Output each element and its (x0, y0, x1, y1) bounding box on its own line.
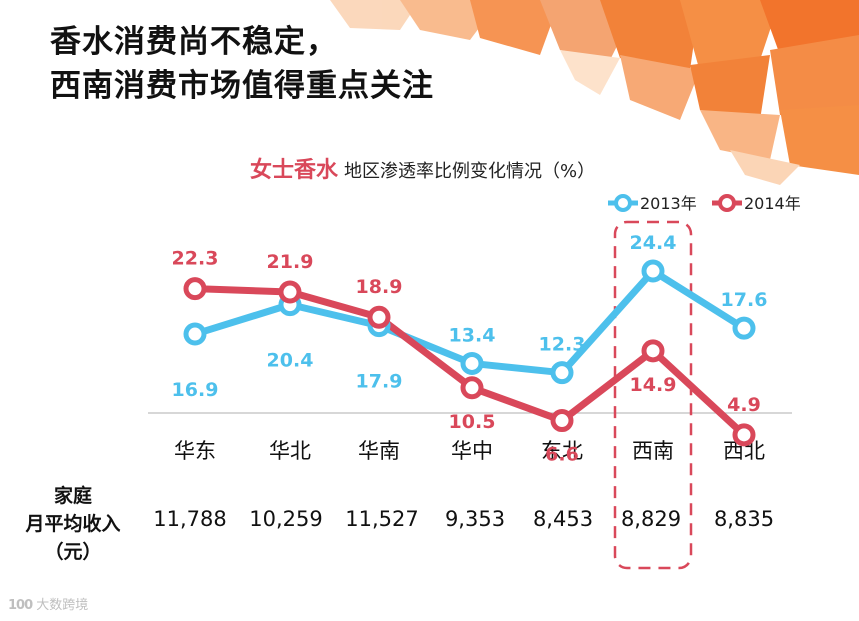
watermark-logo-icon: 100 (8, 598, 33, 613)
petal-shape (600, 0, 700, 70)
watermark-text: 大数跨境 (36, 598, 89, 613)
income-value: 11,527 (345, 507, 419, 531)
subtitle-rest: 地区渗透率比例变化情况（%） (344, 161, 596, 182)
petal-shape (620, 55, 700, 120)
data-point-2014 (460, 376, 484, 400)
income-label-line-1: 家庭 (53, 485, 92, 507)
x-tick-label: 西南 (632, 439, 674, 463)
data-point-2014 (550, 409, 574, 433)
income-value: 8,453 (532, 507, 594, 531)
income-value: 9,353 (444, 507, 506, 531)
chart-subtitle: 女士香水 地区渗透率比例变化情况（%） (250, 152, 595, 184)
petal-shape (680, 0, 780, 72)
data-label-2014: 4.9 (727, 394, 761, 416)
x-tick-label: 华北 (269, 439, 311, 463)
x-tick-label: 华中 (451, 439, 493, 463)
data-point-2013 (550, 361, 574, 385)
title-line-1: 香水消费尚不稳定， (50, 24, 338, 60)
page-title: 香水消费尚不稳定， 西南消费市场值得重点关注 (50, 20, 434, 108)
watermark: 100 大数跨境 (8, 594, 88, 613)
data-label-2014: 6.6 (545, 444, 579, 466)
title-line-2: 西南消费市场值得重点关注 (50, 68, 434, 104)
legend-marker (718, 194, 736, 212)
petal-shape (780, 105, 859, 175)
income-value: 8,829 (620, 507, 682, 531)
subtitle-highlight: 女士香水 (250, 158, 339, 183)
data-point-2014 (278, 280, 302, 304)
petal-shape (700, 110, 780, 160)
petal-shape (330, 0, 420, 30)
petal-shape (560, 50, 620, 95)
data-point-2013 (641, 259, 665, 283)
x-tick-label: 华东 (174, 439, 216, 463)
data-point-2014 (641, 339, 665, 363)
x-tick-label: 东北 (541, 439, 583, 463)
legend-label: 2014年 (744, 194, 801, 213)
data-point-2014 (183, 277, 207, 301)
data-point-2014 (732, 423, 756, 447)
x-tick-label: 华南 (358, 439, 400, 463)
data-label-2013: 17.9 (356, 371, 403, 393)
income-label-line-3: （元） (44, 541, 102, 563)
data-point-2013 (183, 322, 207, 346)
petal-shape (730, 150, 800, 185)
highlight-box (613, 220, 693, 570)
income-label-line-2: 月平均收入 (25, 513, 121, 535)
data-label-2014: 18.9 (356, 276, 403, 298)
data-label-2014: 21.9 (267, 251, 314, 273)
data-label-2014: 10.5 (449, 411, 496, 433)
petal-shape (690, 55, 770, 120)
data-label-2014: 14.9 (630, 374, 677, 396)
data-label-2013: 24.4 (630, 232, 677, 254)
data-point-2014 (367, 305, 391, 329)
income-value: 8,835 (713, 507, 775, 531)
petal-shape (470, 0, 560, 55)
income-row-label: 家庭 月平均收入 （元） (8, 482, 138, 566)
data-label-2013: 16.9 (172, 379, 219, 401)
petal-shape (770, 35, 859, 115)
income-value: 11,788 (153, 507, 227, 531)
data-label-2014: 22.3 (172, 248, 219, 270)
legend-marker (614, 194, 632, 212)
data-point-2013 (460, 351, 484, 375)
data-label-2013: 13.4 (449, 324, 496, 346)
income-value: 10,259 (249, 507, 323, 531)
data-label-2013: 17.6 (721, 289, 768, 311)
data-point-2013 (732, 316, 756, 340)
data-label-2013: 12.3 (539, 334, 586, 356)
legend-label: 2013年 (640, 194, 697, 213)
data-label-2013: 20.4 (267, 350, 314, 372)
